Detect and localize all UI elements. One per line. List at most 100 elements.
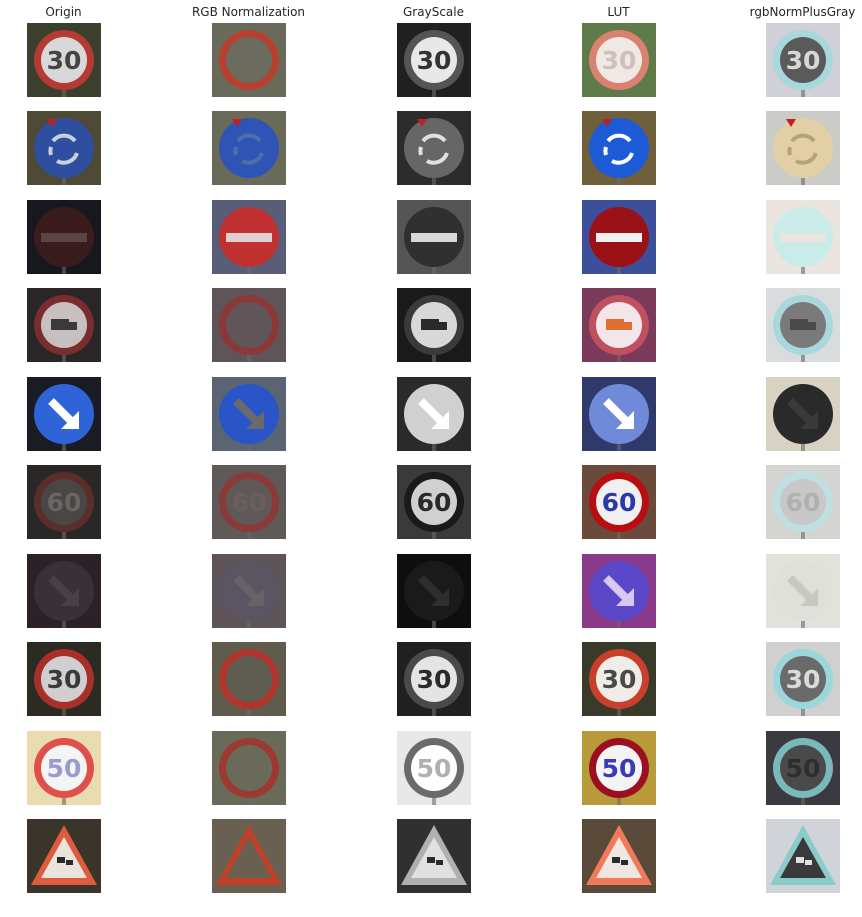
truck-icon (420, 319, 447, 330)
vehicle-symbol-icon (426, 857, 443, 865)
sign-image-speed-lut: 50 (581, 731, 656, 805)
speed-limit-number: 50 (231, 754, 266, 783)
sign-image-no-entry-lut (581, 200, 656, 274)
roundabout-arrows-icon (786, 133, 818, 165)
sign-image-keep-right-rgbgray (765, 377, 840, 451)
speed-limit-number: 30 (231, 665, 266, 694)
vehicle-symbol-icon (611, 857, 628, 865)
sign-image-roundabout-origin (26, 111, 101, 185)
speed-limit-number: 60 (416, 488, 451, 517)
arrow-down-right-icon (232, 575, 264, 606)
no-entry-bar-icon (225, 233, 272, 242)
arrow-down-right-icon (602, 398, 634, 429)
speed-limit-number: 50 (785, 754, 820, 783)
truck-icon (605, 319, 632, 330)
sign-image-speed-origin: 30 (26, 642, 101, 716)
sign-image-speed-gray: 30 (396, 642, 471, 716)
sign-image-no-entry-rgbnorm (211, 200, 286, 274)
sign-image-speed-rgbgray: 50 (765, 731, 840, 805)
no-entry-bar-icon (595, 233, 642, 242)
roundabout-arrows-icon (602, 133, 634, 165)
speed-limit-number: 30 (785, 665, 820, 694)
no-entry-bar-icon (410, 233, 457, 242)
vehicle-symbol-icon (241, 857, 258, 865)
sign-image-speed-rgbnorm: 30 (211, 23, 286, 97)
column-title-lut: LUT (607, 5, 630, 19)
speed-limit-number: 60 (231, 488, 266, 517)
speed-limit-number: 30 (416, 46, 451, 75)
arrow-down-right-icon (47, 575, 79, 606)
speed-limit-number: 30 (46, 46, 81, 75)
sign-image-warning-rgbnorm (211, 819, 286, 893)
sign-image-keep-right-origin (26, 377, 101, 451)
sign-image-no-entry-origin (26, 200, 101, 274)
arrow-down-right-icon (417, 398, 449, 429)
sign-image-speed-rgbgray: 30 (765, 642, 840, 716)
sign-image-speed-gray: 50 (396, 731, 471, 805)
sign-image-speed-rgbnorm: 50 (211, 731, 286, 805)
arrow-down-right-icon (786, 575, 818, 606)
speed-limit-number: 30 (601, 665, 636, 694)
column-title-rgbnorm: RGB Normalization (191, 5, 306, 19)
sign-image-no-trucks-rgbnorm (211, 288, 286, 362)
speed-limit-number: 30 (416, 665, 451, 694)
arrow-down-right-icon (417, 575, 449, 606)
arrow-down-right-icon (602, 575, 634, 606)
speed-limit-number: 30 (601, 46, 636, 75)
sign-image-roundabout-gray (396, 111, 471, 185)
roundabout-arrows-icon (232, 133, 264, 165)
sign-image-warning-rgbgray (765, 819, 840, 893)
arrow-down-right-icon (232, 398, 264, 429)
sign-image-speed-rgbnorm: 60 (211, 465, 286, 539)
sign-image-speed-origin: 30 (26, 23, 101, 97)
sign-image-no-trucks-lut (581, 288, 656, 362)
sign-image-speed-lut: 60 (581, 465, 656, 539)
sign-image-speed-lut: 30 (581, 642, 656, 716)
sign-image-speed-rgbgray: 30 (765, 23, 840, 97)
sign-image-warning-origin (26, 819, 101, 893)
sign-image-speed-rgbnorm: 30 (211, 642, 286, 716)
sign-image-speed-gray: 30 (396, 23, 471, 97)
truck-icon (235, 319, 262, 330)
speed-limit-number: 60 (785, 488, 820, 517)
truck-icon (50, 319, 77, 330)
speed-limit-number: 60 (601, 488, 636, 517)
truck-icon (789, 319, 816, 330)
sign-image-keep-right-dark-origin (26, 554, 101, 628)
speed-limit-number: 50 (416, 754, 451, 783)
sign-image-keep-right-dark-gray (396, 554, 471, 628)
sign-image-keep-right-dark-lut (581, 554, 656, 628)
column-title-origin: Origin (45, 5, 82, 19)
vehicle-symbol-icon (56, 857, 73, 865)
sign-image-roundabout-rgbnorm (211, 111, 286, 185)
sign-image-speed-origin: 60 (26, 465, 101, 539)
roundabout-arrows-icon (417, 133, 449, 165)
sign-image-no-entry-rgbgray (765, 200, 840, 274)
sign-image-warning-gray (396, 819, 471, 893)
sign-image-roundabout-lut (581, 111, 656, 185)
column-title-rgbgray: rgbNormPlusGray (749, 5, 856, 19)
vehicle-symbol-icon (795, 857, 812, 865)
speed-limit-number: 30 (231, 46, 266, 75)
speed-limit-number: 50 (601, 754, 636, 783)
speed-limit-number: 30 (46, 665, 81, 694)
roundabout-arrows-icon (47, 133, 79, 165)
arrow-down-right-icon (47, 398, 79, 429)
column-title-gray: GrayScale (403, 5, 464, 19)
sign-image-speed-rgbgray: 60 (765, 465, 840, 539)
speed-limit-number: 50 (46, 754, 81, 783)
sign-image-keep-right-lut (581, 377, 656, 451)
sign-image-speed-gray: 60 (396, 465, 471, 539)
no-entry-bar-icon (779, 233, 826, 242)
sign-image-keep-right-dark-rgbnorm (211, 554, 286, 628)
no-entry-bar-icon (40, 233, 87, 242)
sign-image-keep-right-dark-rgbgray (765, 554, 840, 628)
sign-image-no-trucks-gray (396, 288, 471, 362)
speed-limit-number: 30 (785, 46, 820, 75)
sign-image-keep-right-gray (396, 377, 471, 451)
sign-image-no-entry-gray (396, 200, 471, 274)
sign-image-no-trucks-origin (26, 288, 101, 362)
sign-image-speed-origin: 50 (26, 731, 101, 805)
sign-image-warning-lut (581, 819, 656, 893)
sign-image-keep-right-rgbnorm (211, 377, 286, 451)
